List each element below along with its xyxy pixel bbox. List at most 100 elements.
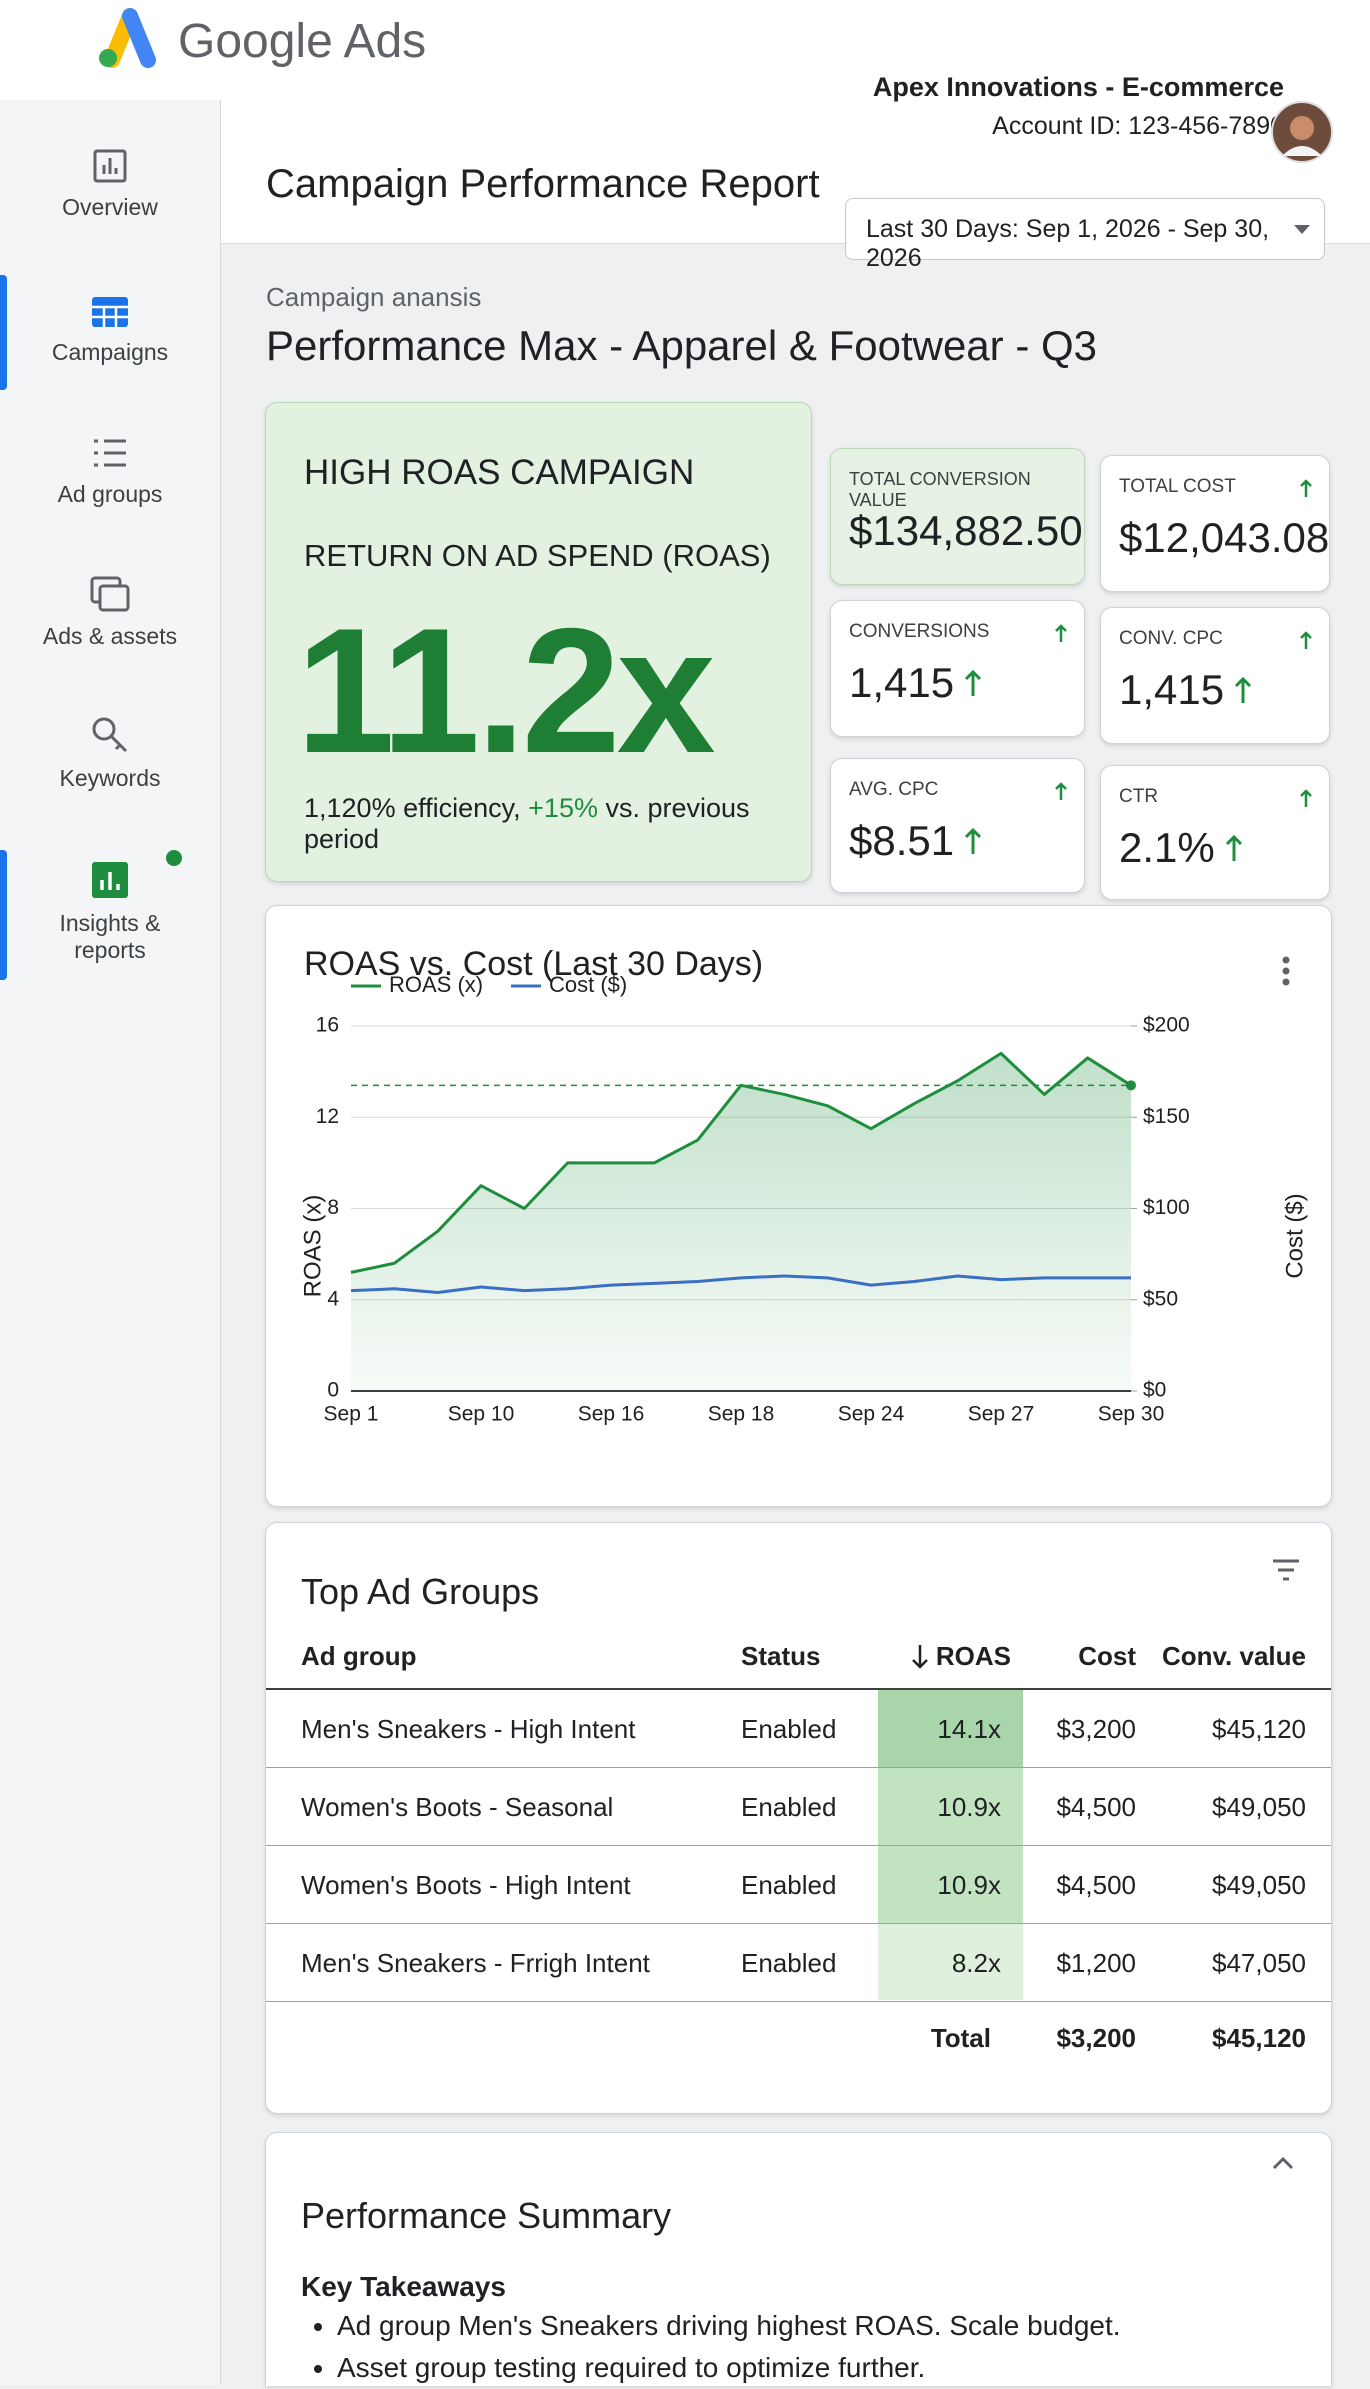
nav-item[interactable]: Insights & reports: [0, 860, 220, 964]
menu-icon[interactable]: [1282, 956, 1290, 986]
account-id: Account ID: 123-456-7890: [992, 112, 1284, 140]
nav-icon: [90, 576, 130, 612]
y-tick-label: 4: [327, 1287, 339, 1310]
cell-cost: $1,200: [1056, 1948, 1136, 1978]
row-rule: [266, 1845, 1331, 1846]
hero-card: HIGH ROAS CAMPAIGN RETURN ON AD SPEND (R…: [265, 402, 812, 882]
column-header[interactable]: Status: [741, 1641, 821, 1671]
column-header[interactable]: Cost: [1078, 1641, 1136, 1671]
area-fill: [351, 1053, 1131, 1391]
y-axis-label: ROAS (x): [299, 1195, 326, 1298]
cell-roas: 10.9x: [937, 1870, 1001, 1900]
summary-list: Ad group Men's Sneakers driving highest …: [301, 2305, 1121, 2389]
campaign-title: Performance Max - Apparel & Footwear - Q…: [266, 322, 1097, 369]
trend-icon: [1300, 789, 1312, 807]
page-title: Campaign Performance Report: [266, 162, 820, 206]
kpi-label: CONVERSIONS: [849, 621, 990, 642]
note-text: 1,120% efficiency,: [304, 793, 521, 823]
legend-label: Cost ($): [549, 972, 627, 997]
y-tick-label: 8: [327, 1196, 339, 1219]
date-picker[interactable]: Last 30 Days: Sep 1, 2026 - Sep 30, 2026: [845, 198, 1325, 272]
cell-roas: 14.1x: [937, 1714, 1001, 1744]
note-change: +15%: [528, 793, 598, 823]
filter-icon[interactable]: [1271, 1558, 1301, 1582]
column-header[interactable]: Ad group: [301, 1641, 417, 1671]
product-name: Google Ads: [178, 15, 427, 68]
nav-icon: [92, 297, 128, 327]
y2-tick-label: $0: [1143, 1379, 1166, 1402]
avatar[interactable]: [1270, 100, 1334, 164]
nav-label: Insights & reports: [59, 910, 161, 963]
cell-ad-group: Women's Boots - High Intent: [301, 1870, 631, 1900]
nav-label: Ad groups: [57, 481, 163, 507]
kpi-number: 2.1%: [1119, 824, 1215, 871]
column-header[interactable]: ROAS: [935, 1641, 1011, 1671]
sort-icon: [912, 1645, 928, 1669]
x-tick-label: Sep 10: [448, 1403, 515, 1426]
cell-cost: $3,200: [1056, 1714, 1136, 1744]
nav-icon: [93, 149, 127, 183]
active-indicator: [0, 850, 7, 980]
trend-icon: [965, 669, 982, 696]
row-rule: [266, 1923, 1331, 1924]
collapse-icon[interactable]: [1271, 2155, 1295, 2171]
kpi-number: $134,882.50: [849, 507, 1083, 554]
kpi-value: $134,882.50: [849, 507, 1083, 555]
dropdown-icon: [1294, 225, 1310, 234]
cell-ad-group: Men's Sneakers - High Intent: [301, 1714, 636, 1744]
date-range: Last 30 Days: Sep 1, 2026 - Sep 30, 2026: [866, 215, 1270, 272]
nav-item[interactable]: Campaigns: [0, 295, 220, 366]
y-tick-label: 16: [316, 1014, 339, 1037]
header-rule: [266, 1688, 1331, 1690]
trend-icon: [1225, 834, 1242, 861]
kpi-label: CONV. CPC: [1119, 628, 1223, 649]
kpi-card: CTR 2.1%: [1100, 765, 1330, 900]
logo: [99, 8, 156, 68]
trend-icon: [1300, 479, 1312, 497]
nav-item[interactable]: Ads & assets: [0, 575, 220, 650]
hero-badge: HIGH ROAS CAMPAIGN: [304, 453, 695, 492]
nav-item[interactable]: Overview: [0, 148, 220, 221]
top-bar: Google Ads: [0, 0, 1370, 101]
cell-roas: 8.2x: [951, 1948, 1001, 1978]
column-header[interactable]: Conv. value: [1161, 1641, 1306, 1671]
y-tick-label: 0: [327, 1379, 339, 1402]
kpi-value: $12,043.08: [1119, 514, 1329, 562]
hero-value: 11.2x: [296, 591, 716, 790]
x-tick-label: Sep 30: [1098, 1403, 1165, 1426]
kpi-value: 1,415: [1119, 666, 1252, 714]
kpi-number: 1,415: [849, 659, 955, 706]
summary-card: Performance Summary Key Takeaways Ad gro…: [265, 2132, 1332, 2386]
x-tick-label: Sep 24: [838, 1403, 905, 1426]
x-tick-label: Sep 18: [708, 1403, 775, 1426]
kpi-value: 2.1%: [1119, 824, 1243, 872]
kpi-value: 1,415: [849, 659, 982, 707]
kpi-card: CONV. CPC 1,415: [1100, 607, 1330, 744]
kpi-number: $8.51: [849, 817, 955, 864]
summary-title: Performance Summary: [301, 2195, 672, 2236]
row-rule: [266, 2001, 1331, 2002]
roas-highlight: [878, 1768, 1023, 1924]
series-line: [350, 1274, 1131, 1294]
nav-item[interactable]: Keywords: [0, 715, 220, 792]
summary-subtitle: Key Takeaways: [301, 2271, 506, 2302]
y2-tick-label: $150: [1143, 1105, 1190, 1128]
table-card: Top Ad Groups Ad group Status ROAS Cost …: [265, 1522, 1332, 2114]
total-conv-value: $45,120: [1212, 2023, 1306, 2053]
trend-icon: [1235, 676, 1252, 703]
cell-ad-group: Women's Boots - Seasonal: [301, 1792, 614, 1822]
y2-tick-label: $100: [1143, 1196, 1190, 1219]
cell-cost: $4,500: [1056, 1792, 1136, 1822]
end-point: [1126, 1080, 1136, 1091]
x-tick-label: Sep 27: [968, 1403, 1035, 1426]
nav-item[interactable]: Ad groups: [0, 435, 220, 508]
cell-conv-value: $49,050: [1212, 1870, 1306, 1900]
cell-status: Enabled: [741, 1714, 837, 1744]
sidebar: Overview Campaigns Ad groups Ads & asset…: [0, 100, 221, 2385]
cell-conv-value: $49,050: [1212, 1792, 1306, 1822]
chart: ROAS vs. Cost (Last 30 Days) ROAS (x) Co…: [299, 945, 1308, 1426]
nav-icon: [94, 439, 126, 467]
kpi-label: CTR: [1119, 786, 1159, 807]
x-tick-label: Sep 1: [324, 1403, 379, 1426]
